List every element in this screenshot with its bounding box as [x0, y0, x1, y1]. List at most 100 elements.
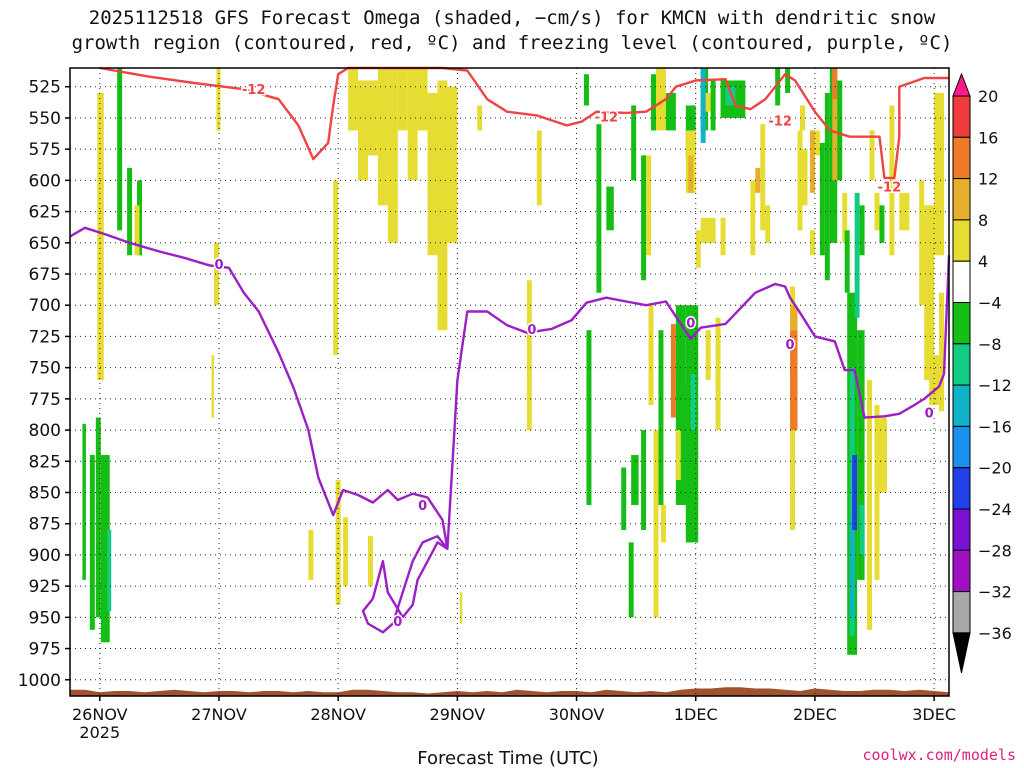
- omega-cell-15: [335, 480, 341, 605]
- y-tick-label-550: 550: [29, 109, 61, 129]
- omega-cell-69: [720, 217, 726, 256]
- contour-label-4: 0: [214, 258, 223, 273]
- credit-link[interactable]: coolwx.com/models: [862, 746, 1016, 764]
- contour-2: [361, 535, 449, 634]
- omega-cell-8: [107, 529, 112, 612]
- omega-cell-6: [95, 417, 101, 618]
- omega-cell-23: [407, 68, 418, 181]
- colorbar-label-12: 12: [978, 170, 998, 189]
- omega-cell-63: [705, 92, 716, 112]
- contour-label-9: 0: [393, 615, 402, 630]
- omega-cell-98: [849, 517, 855, 618]
- omega-cell-99: [852, 455, 858, 530]
- colorbar-seg-7: [952, 343, 971, 386]
- contour-label-0: -12: [242, 83, 266, 98]
- x-tick-label-1DEC: 1DEC: [674, 705, 718, 724]
- omega-cell-84: [802, 149, 808, 206]
- y-tick-label-775: 775: [29, 390, 61, 410]
- colorbar-label--36: −36: [978, 624, 1012, 643]
- colorbar-label--12: −12: [978, 376, 1012, 395]
- y-tick-label-925: 925: [29, 577, 61, 597]
- omega-cell-30: [477, 105, 483, 131]
- omega-cell-110: [889, 105, 895, 256]
- x-tick-label-2DEC: 2DEC: [793, 705, 837, 724]
- x-tick-label-29NOV: 29NOV: [430, 705, 486, 724]
- omega-cell-106: [874, 192, 880, 231]
- colorbar-seg-11: [952, 508, 971, 551]
- omega-cell-31: [526, 280, 532, 431]
- y-tick-label-825: 825: [29, 452, 61, 472]
- omega-cell-86: [809, 230, 815, 256]
- y-tick-label-850: 850: [29, 483, 61, 503]
- omega-cell-72: [750, 180, 756, 256]
- omega-cell-0: [117, 68, 123, 231]
- omega-cell-105: [869, 130, 875, 181]
- colorbar-label--28: −28: [978, 541, 1012, 560]
- omega-cell-79: [790, 405, 796, 530]
- omega-cell-54: [675, 430, 681, 481]
- axes: 525 550 575 600 625 650 675 700 725 750 775 800 825 8…: [18, 67, 956, 742]
- omega-cell-41: [641, 155, 647, 281]
- omega-cell-94: [842, 192, 848, 243]
- terrain-fill: [70, 687, 949, 696]
- omega-cell-87: [814, 130, 820, 156]
- omega-cell-38: [628, 542, 634, 618]
- omega-cell-7: [100, 455, 110, 643]
- omega-cell-26: [437, 80, 448, 331]
- omega-cell-51: [670, 323, 676, 418]
- x-tick-label-26NOV: 26NOV: [72, 705, 128, 724]
- omega-cell-40: [631, 105, 637, 181]
- omega-cell-103: [859, 504, 865, 555]
- omega-cell-19: [367, 80, 378, 156]
- omega-cell-12: [211, 355, 215, 418]
- title-line-2: growth region (contoured, red, ºC) and f…: [71, 32, 953, 54]
- y-tick-label-800: 800: [29, 421, 61, 441]
- colorbar-seg-2: [952, 136, 971, 180]
- omega-cell-47: [656, 68, 666, 131]
- omega-cell-71: [725, 86, 736, 106]
- x-tick-label-30NOV: 30NOV: [549, 705, 605, 724]
- omega-cell-116: [939, 292, 945, 412]
- contour-label-5: 0: [527, 323, 536, 338]
- contour-1: [69, 226, 951, 550]
- colorbar-label--32: −32: [978, 583, 1012, 602]
- y-tick-label-900: 900: [29, 546, 61, 566]
- terrain: [70, 687, 949, 696]
- grid: [70, 68, 949, 696]
- y-tick-label-600: 600: [29, 171, 61, 191]
- x-tick-label-27NOV: 27NOV: [191, 705, 247, 724]
- omega-cell-85: [809, 130, 815, 193]
- omega-cell-68: [720, 80, 726, 118]
- omega-cell-18: [358, 80, 368, 181]
- omega-cell-39: [631, 455, 639, 505]
- y-tick-label-1000: 1000: [18, 671, 61, 691]
- omega-cell-32: [536, 130, 542, 206]
- omega-cell-109: [879, 417, 887, 493]
- colorbar-seg-10: [952, 467, 971, 510]
- omega-cell-77: [785, 68, 791, 93]
- omega-cell-17: [348, 68, 359, 131]
- y-tick-label-575: 575: [29, 140, 61, 160]
- omega-cell-22: [397, 68, 408, 131]
- omega-cell-1: [127, 167, 133, 256]
- omega-cell-66: [710, 80, 716, 131]
- omega-cell-73: [755, 167, 761, 193]
- omega-cell-104: [867, 380, 873, 630]
- contour-label-6: 0: [686, 317, 695, 332]
- y-tick-label-750: 750: [29, 359, 61, 379]
- omega-cell-115: [934, 92, 945, 256]
- omega-cell-24: [417, 68, 428, 131]
- omega-cell-42: [641, 430, 647, 530]
- colorbar-cap-bottom: [952, 632, 971, 674]
- omega-cell-37: [621, 467, 627, 530]
- y-tick-label-975: 975: [29, 640, 61, 660]
- omega-cell-111: [899, 192, 910, 231]
- x-tick-label-28NOV: 28NOV: [310, 705, 366, 724]
- contour-label-7: 0: [786, 338, 795, 353]
- omega-cell-33: [583, 74, 589, 106]
- y-tick-label-675: 675: [29, 265, 61, 285]
- omega-cell-108: [879, 205, 885, 243]
- y-tick-label-950: 950: [29, 608, 61, 628]
- colorbar-seg-5: [952, 260, 971, 304]
- omega-cell-114: [929, 355, 940, 406]
